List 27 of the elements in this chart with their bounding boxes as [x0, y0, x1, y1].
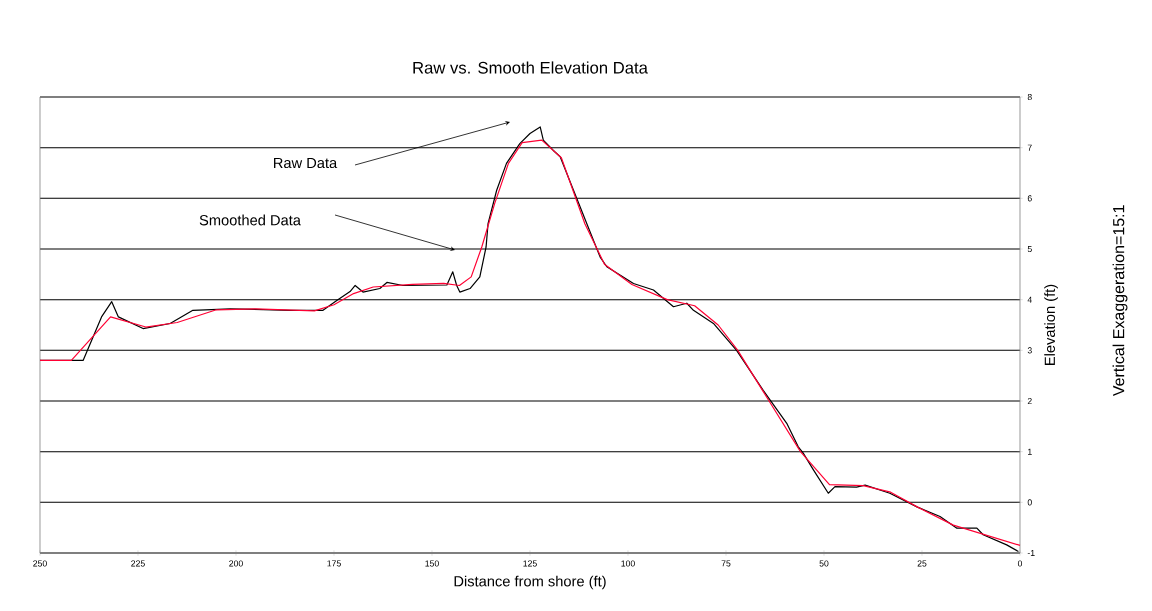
x-tick-label: 250 [33, 560, 47, 567]
x-tick-label: 175 [327, 560, 341, 567]
x-tick-label: 225 [131, 560, 145, 567]
y-tick-label: 6 [1027, 195, 1032, 202]
x-tick-label: 50 [819, 560, 829, 567]
y-tick-label: 0 [1027, 499, 1032, 506]
y-tick-label: 4 [1027, 296, 1032, 303]
chart-title: Raw vs. Smooth Elevation Data [413, 61, 648, 74]
x-tick-label: 125 [523, 560, 537, 567]
y-tick-label: 3 [1027, 347, 1032, 354]
y-tick-label: -1 [1027, 550, 1035, 556]
y-tick-label: 2 [1027, 397, 1032, 405]
y-tick-label: 1 [1028, 448, 1032, 455]
x-tick-label: 25 [917, 560, 927, 567]
y-tick-label: 8 [1027, 93, 1032, 101]
x-tick-label: 100 [621, 560, 635, 567]
annotation: Smoothed Data [199, 214, 301, 226]
text: Vertical Exaggeration=15:1 [1112, 205, 1128, 397]
y-tick-label: 5 [1027, 245, 1032, 253]
y-tick-label: 7 [1027, 144, 1032, 151]
y-axis-title: Elevation (ft) [1044, 284, 1058, 365]
x-tick-label: 200 [229, 560, 243, 567]
x-tick-label: 150 [425, 560, 439, 567]
x-tick-label: 75 [721, 560, 731, 567]
annotation: Raw Data [274, 157, 338, 169]
x-axis-title: Distance from shore (ft) [454, 575, 606, 590]
x-tick-label: 0 [1017, 560, 1023, 567]
